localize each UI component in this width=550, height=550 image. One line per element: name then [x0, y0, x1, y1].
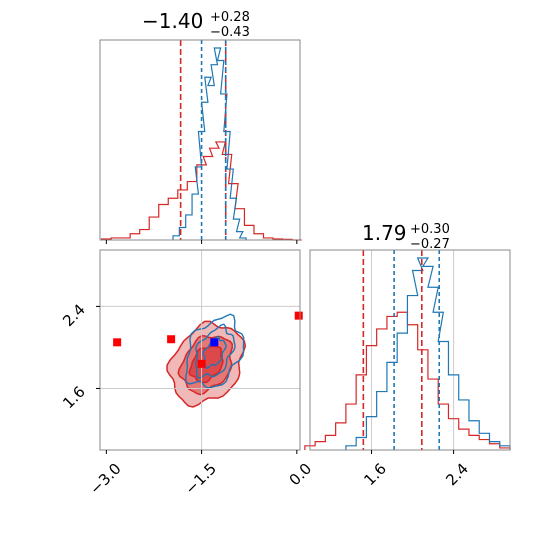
red-marker-1	[167, 335, 176, 344]
title-1-plus: +0.30	[410, 222, 450, 237]
title-0-median: −1.40	[142, 9, 203, 33]
contour-frame	[99, 249, 301, 451]
hist-0-blue-series	[172, 47, 247, 240]
title-param-1: 1.79 +0.30 −0.27	[362, 221, 450, 252]
title-1-median: 1.79	[362, 221, 407, 245]
contour-ytick-label-0: 1.6	[59, 383, 89, 413]
hist-1-frame	[309, 249, 511, 451]
tick-labels: −3.0 −1.5 0.0 1.6 2.4 1.6 2.4	[59, 240, 472, 498]
hist-0-red-series	[100, 141, 302, 241]
hist-0-frame	[99, 39, 301, 241]
blue-contour-level-1	[195, 323, 236, 379]
hist-panel-param-0	[99, 39, 302, 241]
contour-layer	[100, 250, 300, 450]
title-1-minus: −0.27	[410, 237, 450, 252]
contour-ytick-label-1: 2.4	[59, 301, 89, 331]
red-marker-3	[294, 311, 303, 320]
red-marker-2	[197, 359, 206, 368]
contour-xtick-label-0: −3.0	[86, 460, 124, 498]
title-param-0: −1.40 +0.28 −0.43	[142, 9, 250, 40]
red-marker-0	[113, 338, 122, 347]
blue-contour-level-2	[202, 335, 227, 369]
title-0-minus: −0.43	[210, 25, 250, 40]
title-0-plus: +0.28	[210, 10, 250, 25]
hist-1-xtick-label-1: 2.4	[442, 460, 472, 490]
blue-marker-0	[210, 338, 219, 347]
blue-contour-level-0	[185, 313, 245, 389]
hist-panel-param-1	[304, 249, 511, 451]
contour-xtick-label-1: −1.5	[181, 460, 219, 498]
contour-xtick-label-2: 0.0	[286, 460, 316, 490]
contour-panel	[99, 249, 303, 451]
hist-1-blue-series	[345, 257, 511, 450]
hist-1-xtick-label-0: 1.6	[360, 460, 390, 490]
